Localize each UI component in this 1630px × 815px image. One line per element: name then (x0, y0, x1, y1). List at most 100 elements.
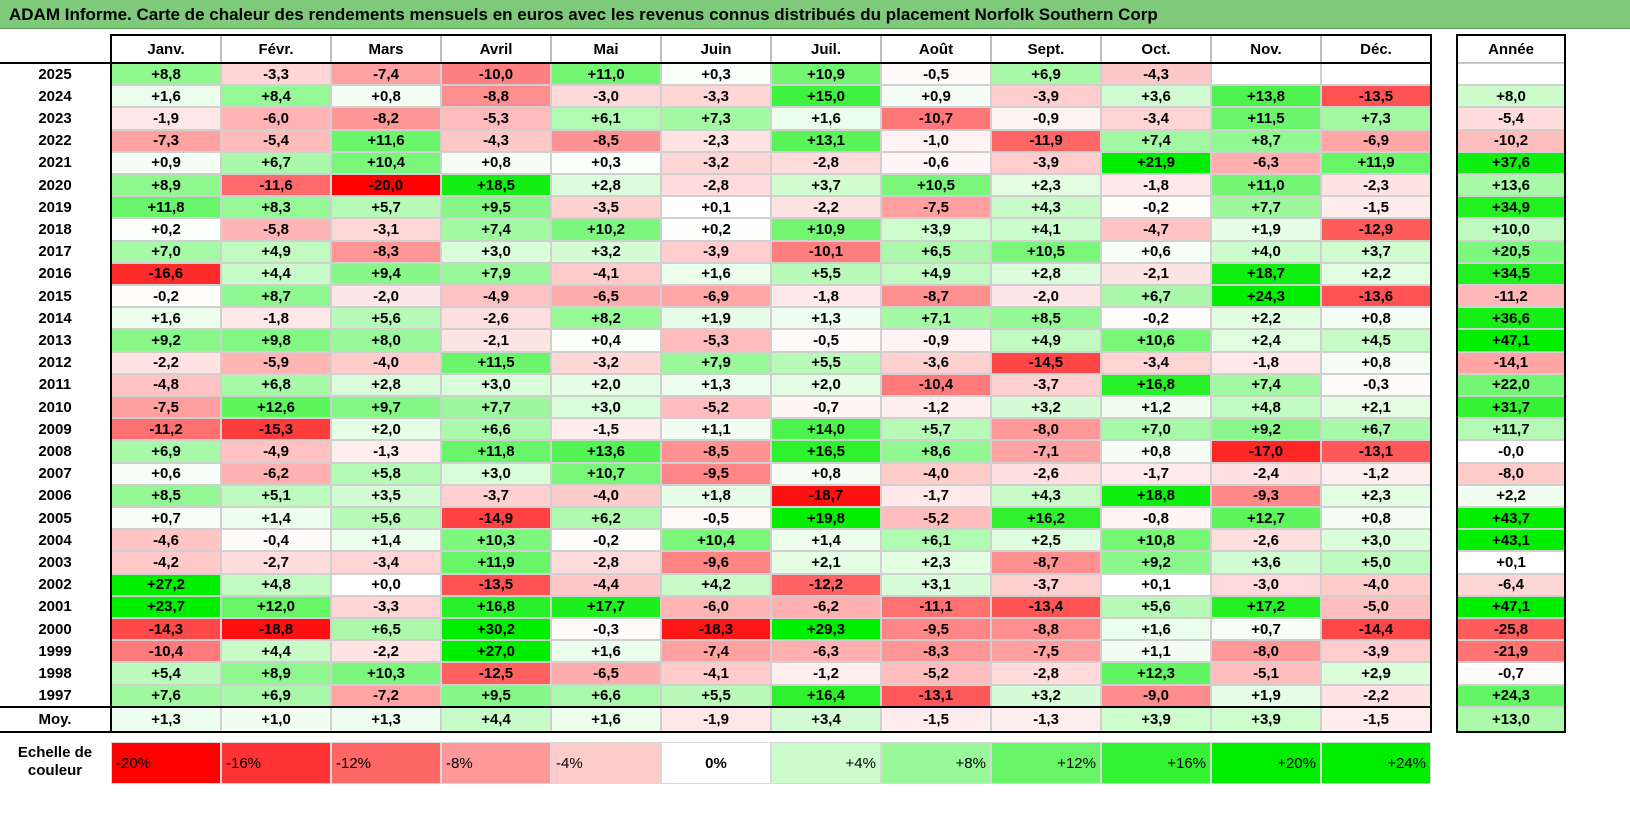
heatmap-cell: -4,9 (441, 285, 551, 308)
heatmap-cell: +3,9 (881, 218, 991, 241)
annual-cell: +2,2 (1457, 484, 1565, 507)
annual-cell: +43,7 (1457, 507, 1565, 530)
heatmap-cell: +3,0 (441, 240, 551, 263)
color-scale-step: -12% (331, 742, 441, 784)
heatmap-cell: -2,8 (551, 551, 661, 574)
heatmap-cell: -0,5 (771, 329, 881, 352)
heatmap-cell: -1,2 (881, 396, 991, 419)
heatmap-cell: +11,0 (551, 63, 661, 86)
color-scale-step: -8% (441, 742, 551, 784)
heatmap-cell: +21,9 (1101, 151, 1211, 174)
heatmap-cell: -9,6 (661, 551, 771, 574)
heatmap-cell: -5,3 (441, 107, 551, 130)
heatmap-cell: -11,2 (111, 418, 221, 441)
heatmap-cell: +2,0 (771, 373, 881, 396)
color-scale-label: Echelle de couleur (0, 744, 110, 786)
heatmap-cell: -5,0 (1321, 595, 1431, 618)
heatmap-cell: +9,5 (441, 196, 551, 219)
row-year-label: 2019 (0, 196, 110, 219)
heatmap-cell: +2,1 (771, 551, 881, 574)
heatmap-cell: -13,5 (441, 573, 551, 596)
heatmap-cell: -6,9 (1321, 129, 1431, 152)
heatmap-cell: -1,8 (1211, 351, 1321, 374)
heatmap-cell: +5,4 (111, 662, 221, 685)
heatmap-cell: +2,8 (331, 373, 441, 396)
heatmap-cell: -4,1 (661, 662, 771, 685)
heatmap-cell: +3,2 (551, 240, 661, 263)
heatmap-cell: +6,6 (551, 684, 661, 707)
annual-cell: -10,2 (1457, 129, 1565, 152)
heatmap-cell: +1,1 (661, 418, 771, 441)
heatmap-cell: +2,3 (1321, 484, 1431, 507)
row-year-label: 2023 (0, 107, 110, 130)
heatmap-cell: +17,7 (551, 595, 661, 618)
heatmap-cell: -9,5 (881, 618, 991, 641)
row-year-label: 2003 (0, 551, 110, 574)
heatmap-cell: +6,9 (221, 684, 331, 707)
heatmap-cell: -11,9 (991, 129, 1101, 152)
heatmap-cell: +0,7 (1211, 618, 1321, 641)
row-year-label: 2009 (0, 418, 110, 441)
heatmap-cell: -1,9 (111, 107, 221, 130)
heatmap-cell: -2,0 (331, 285, 441, 308)
heatmap-cell: +14,0 (771, 418, 881, 441)
heatmap-cell: +3,7 (771, 174, 881, 197)
heatmap-cell: -4,6 (111, 529, 221, 552)
heatmap-cell: -10,4 (881, 373, 991, 396)
average-cell: +1,6 (551, 707, 661, 732)
average-cell: +4,4 (441, 707, 551, 732)
column-header: Févr. (221, 35, 331, 63)
heatmap-cell: +13,6 (551, 440, 661, 463)
heatmap-cell: -3,0 (1211, 573, 1321, 596)
heatmap-cell: +5,5 (771, 262, 881, 285)
heatmap-cell: -7,4 (331, 63, 441, 86)
color-scale-label-line2: couleur (27, 762, 83, 779)
annual-cell: +0,1 (1457, 551, 1565, 574)
row-year-label: 2012 (0, 351, 110, 374)
heatmap-cell: -3,9 (661, 240, 771, 263)
color-scale-step: +20% (1211, 742, 1321, 784)
heatmap-cell: -6,0 (661, 595, 771, 618)
annual-cell: +47,1 (1457, 329, 1565, 352)
heatmap-cell: -12,2 (771, 573, 881, 596)
heatmap-cell: +2,5 (991, 529, 1101, 552)
heatmap-cell: -3,2 (551, 351, 661, 374)
heatmap-cell: +8,5 (991, 307, 1101, 330)
row-year-label: 2021 (0, 151, 110, 174)
heatmap-cell: +1,1 (1101, 640, 1211, 663)
heatmap-cell: +5,6 (331, 307, 441, 330)
heatmap-cell: +3,2 (991, 684, 1101, 707)
heatmap-cell: +10,5 (881, 174, 991, 197)
header-separator-line (0, 62, 1431, 64)
heatmap-cell: -8,0 (991, 418, 1101, 441)
color-scale-step: +8% (881, 742, 991, 784)
heatmap-cell: -6,0 (221, 107, 331, 130)
heatmap-cell: -0,2 (1101, 307, 1211, 330)
heatmap-cell: +5,5 (661, 684, 771, 707)
heatmap-cell: +11,9 (1321, 151, 1431, 174)
heatmap-cell: -9,0 (1101, 684, 1211, 707)
heatmap-cell: +12,6 (221, 396, 331, 419)
heatmap-cell: +6,9 (991, 63, 1101, 86)
heatmap-cell: -2,8 (771, 151, 881, 174)
heatmap-cell: -6,3 (771, 640, 881, 663)
heatmap-cell: +27,0 (441, 640, 551, 663)
heatmap-cell: +2,9 (1321, 662, 1431, 685)
heatmap-cell: -3,7 (991, 573, 1101, 596)
heatmap-cell: -0,5 (661, 507, 771, 530)
heatmap-cell: +10,2 (551, 218, 661, 241)
heatmap-cell: +4,2 (661, 573, 771, 596)
heatmap-cell: +17,2 (1211, 595, 1321, 618)
heatmap-cell: -4,1 (551, 262, 661, 285)
column-header: Sept. (991, 35, 1101, 63)
heatmap-cell: -8,3 (881, 640, 991, 663)
heatmap-cell: -4,0 (1321, 573, 1431, 596)
heatmap-cell: +8,4 (221, 85, 331, 108)
heatmap-cell: +4,4 (221, 640, 331, 663)
color-scale-step: +16% (1101, 742, 1211, 784)
heatmap-cell: -14,4 (1321, 618, 1431, 641)
row-year-label: 1998 (0, 662, 110, 685)
average-cell: +1,3 (111, 707, 221, 732)
heatmap-cell: +8,7 (1211, 129, 1321, 152)
heatmap-cell: -0,5 (881, 63, 991, 86)
